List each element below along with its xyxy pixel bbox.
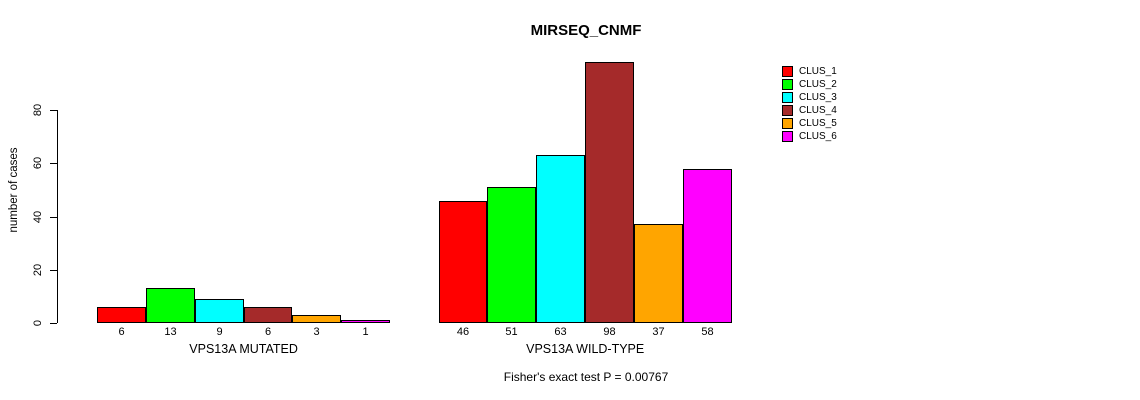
x-axis-group-label: VPS13A WILD-TYPE <box>526 342 645 356</box>
legend-item-label: CLUS_3 <box>799 92 837 103</box>
legend-color-swatch <box>782 92 793 103</box>
legend-color-swatch <box>782 79 793 90</box>
y-axis-tick <box>50 269 57 271</box>
x-axis-group-label: VPS13A MUTATED <box>189 342 298 356</box>
y-axis-line <box>57 110 58 323</box>
bar-value-label: 1 <box>362 326 369 338</box>
bar-clus_4-mutated <box>244 307 292 323</box>
y-axis-tick <box>50 163 57 165</box>
legend-item-clus_2: CLUS_2 <box>782 79 837 90</box>
bar-value-label: 51 <box>505 326 518 338</box>
legend-item-label: CLUS_5 <box>799 118 837 129</box>
legend-color-swatch <box>782 131 793 142</box>
legend-color-swatch <box>782 105 793 116</box>
legend-item-clus_1: CLUS_1 <box>782 66 837 77</box>
y-axis-tick-label: 0 <box>32 319 44 327</box>
legend-item-label: CLUS_1 <box>799 66 837 77</box>
legend-item-clus_5: CLUS_5 <box>782 118 837 129</box>
y-axis-tick-label: 40 <box>32 210 44 223</box>
bar-clus_5-mutated <box>292 315 341 323</box>
legend-color-swatch <box>782 66 793 77</box>
legend-item-label: CLUS_2 <box>799 79 837 90</box>
legend-color-swatch <box>782 118 793 129</box>
bar-clus_3-wild-type <box>536 155 585 323</box>
fisher-test-caption: Fisher's exact test P = 0.00767 <box>503 370 669 384</box>
bar-clus_5-wild-type <box>634 224 683 323</box>
bar-value-label: 3 <box>313 326 320 338</box>
bar-value-label: 13 <box>164 326 177 338</box>
y-axis-tick-label: 20 <box>32 263 44 276</box>
y-axis-tick <box>50 323 57 324</box>
bar-value-label: 6 <box>264 326 272 338</box>
bar-clus_3-mutated <box>195 299 244 323</box>
bar-clus_1-wild-type <box>439 201 487 323</box>
legend-item-clus_6: CLUS_6 <box>782 131 837 142</box>
bar-value-label: 46 <box>456 326 470 338</box>
bar-value-label: 37 <box>652 326 665 338</box>
y-axis-tick-label: 80 <box>32 103 44 117</box>
bar-clus_1-mutated <box>97 307 146 323</box>
y-axis-tick-label: 60 <box>32 157 44 170</box>
bar-value-label: 6 <box>118 326 125 338</box>
bar-clus_6-wild-type <box>683 169 732 323</box>
legend-item-label: CLUS_4 <box>799 105 837 116</box>
bar-clus_2-mutated <box>146 288 195 323</box>
bar-clus_2-wild-type <box>487 187 536 323</box>
legend-item-clus_4: CLUS_4 <box>782 105 837 116</box>
bar-value-label: 9 <box>216 326 223 338</box>
y-axis-tick <box>50 110 57 111</box>
y-axis-label: number of cases <box>8 147 20 233</box>
bar-clus_4-wild-type <box>585 62 634 323</box>
legend-item-clus_3: CLUS_3 <box>782 92 837 103</box>
bar-clus_6-mutated <box>341 320 390 323</box>
bar-value-label: 98 <box>603 326 616 338</box>
y-axis-tick <box>50 216 57 218</box>
chart-title: MIRSEQ_CNMF <box>530 22 642 39</box>
legend-item-label: CLUS_6 <box>799 131 837 142</box>
bar-value-label: 58 <box>701 326 714 338</box>
bar-value-label: 63 <box>554 326 567 338</box>
